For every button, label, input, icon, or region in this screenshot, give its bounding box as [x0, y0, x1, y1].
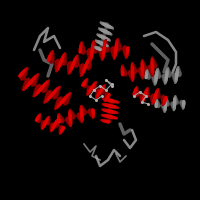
Polygon shape — [99, 28, 108, 31]
Polygon shape — [122, 65, 128, 77]
Polygon shape — [79, 63, 86, 76]
Polygon shape — [142, 60, 148, 71]
Polygon shape — [55, 119, 59, 128]
Polygon shape — [101, 119, 111, 122]
Polygon shape — [98, 47, 104, 60]
Polygon shape — [161, 95, 166, 105]
Polygon shape — [162, 74, 167, 84]
Polygon shape — [80, 42, 86, 55]
Polygon shape — [165, 98, 170, 106]
Polygon shape — [33, 84, 42, 96]
Polygon shape — [48, 51, 55, 64]
Polygon shape — [150, 94, 156, 104]
Polygon shape — [76, 113, 82, 123]
Polygon shape — [86, 85, 92, 95]
Polygon shape — [86, 57, 92, 70]
Polygon shape — [86, 48, 92, 61]
Polygon shape — [36, 114, 41, 123]
Polygon shape — [102, 103, 113, 106]
Polygon shape — [172, 73, 177, 83]
Polygon shape — [50, 123, 55, 131]
Polygon shape — [73, 55, 80, 68]
Polygon shape — [104, 92, 109, 101]
Polygon shape — [102, 114, 112, 117]
Polygon shape — [138, 67, 143, 79]
Polygon shape — [41, 120, 46, 129]
Polygon shape — [128, 70, 133, 81]
Polygon shape — [167, 68, 172, 78]
Polygon shape — [155, 89, 161, 99]
Polygon shape — [81, 105, 88, 115]
Polygon shape — [22, 78, 31, 90]
Polygon shape — [44, 90, 53, 103]
Polygon shape — [175, 96, 180, 105]
Polygon shape — [100, 43, 108, 47]
Polygon shape — [61, 53, 67, 66]
Polygon shape — [132, 63, 138, 74]
Polygon shape — [96, 40, 104, 43]
Polygon shape — [103, 98, 113, 101]
Polygon shape — [108, 100, 119, 103]
Polygon shape — [110, 46, 116, 59]
Polygon shape — [134, 87, 139, 97]
Polygon shape — [83, 79, 88, 88]
Polygon shape — [41, 80, 50, 93]
Polygon shape — [63, 93, 71, 105]
Polygon shape — [102, 109, 112, 111]
Polygon shape — [94, 46, 103, 50]
Polygon shape — [116, 39, 122, 52]
Polygon shape — [161, 103, 166, 112]
Polygon shape — [20, 68, 28, 81]
Polygon shape — [95, 89, 101, 98]
Polygon shape — [156, 99, 161, 108]
Polygon shape — [107, 111, 118, 114]
Polygon shape — [52, 87, 61, 99]
Polygon shape — [107, 117, 117, 119]
Polygon shape — [67, 61, 73, 74]
Polygon shape — [152, 57, 157, 69]
Polygon shape — [139, 93, 145, 103]
Polygon shape — [151, 75, 156, 85]
Polygon shape — [97, 34, 106, 37]
Polygon shape — [148, 65, 153, 76]
Polygon shape — [70, 109, 76, 119]
Polygon shape — [122, 45, 128, 58]
Polygon shape — [108, 106, 118, 109]
Polygon shape — [92, 82, 97, 91]
Polygon shape — [156, 68, 162, 79]
Polygon shape — [179, 100, 184, 109]
Polygon shape — [54, 96, 64, 109]
Polygon shape — [146, 69, 151, 80]
Polygon shape — [170, 102, 175, 110]
Polygon shape — [101, 37, 110, 41]
Polygon shape — [65, 117, 71, 127]
Polygon shape — [145, 88, 150, 98]
Polygon shape — [100, 22, 109, 25]
Polygon shape — [92, 41, 98, 54]
Polygon shape — [177, 67, 182, 77]
Polygon shape — [59, 125, 64, 134]
Polygon shape — [103, 31, 112, 35]
Polygon shape — [59, 114, 65, 123]
Polygon shape — [104, 40, 110, 53]
Polygon shape — [87, 109, 93, 118]
Polygon shape — [55, 59, 61, 72]
Polygon shape — [31, 74, 39, 87]
Polygon shape — [100, 85, 106, 95]
Polygon shape — [46, 117, 50, 125]
Polygon shape — [104, 25, 113, 29]
